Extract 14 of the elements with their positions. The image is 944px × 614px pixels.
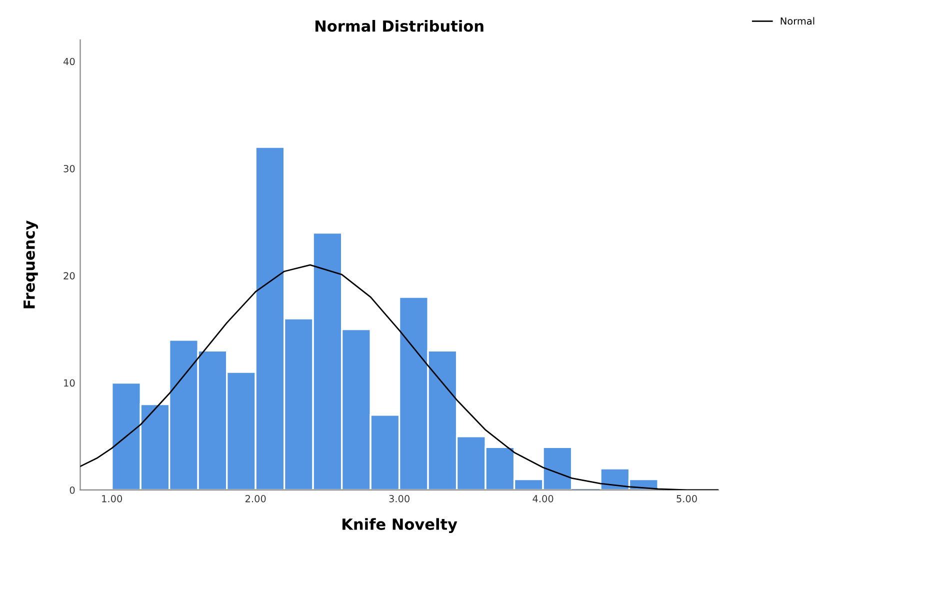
y-tick-label: 40 (63, 58, 75, 66)
x-tick-label: 5.00 (676, 495, 697, 502)
x-tick-label: 4.00 (532, 495, 554, 502)
y-tick-label: 30 (64, 164, 75, 172)
y-axis-title: Frequency (24, 220, 38, 308)
y-tick-label: 20 (64, 272, 75, 280)
chart-title: Normal Distribution (316, 20, 484, 32)
x-tick-label: 1.00 (102, 495, 122, 502)
legend-label: Normal (780, 17, 814, 25)
y-tick-label: 10 (64, 379, 75, 387)
x-tick-label: 3.00 (389, 495, 410, 502)
y-tick-label: 0 (70, 486, 75, 494)
x-axis-title: Knife Novelty (342, 518, 458, 534)
x-tick-label: 2.00 (245, 495, 266, 502)
